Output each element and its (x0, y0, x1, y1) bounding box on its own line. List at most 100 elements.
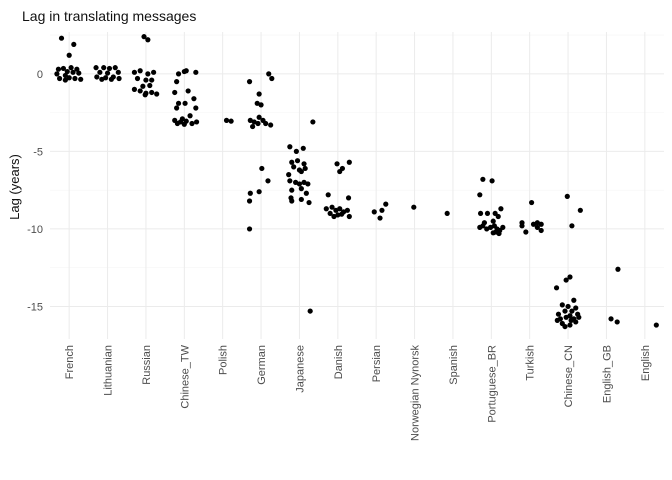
data-point (327, 210, 333, 217)
data-point (71, 41, 77, 48)
data-point (268, 122, 274, 128)
data-point (286, 172, 292, 178)
data-point (305, 181, 311, 187)
data-point (329, 204, 335, 210)
data-point (137, 68, 143, 74)
data-point (58, 35, 65, 41)
data-point (346, 159, 352, 165)
data-point (193, 119, 200, 125)
data-point (571, 297, 577, 303)
data-point (484, 210, 491, 217)
data-point (287, 178, 293, 184)
x-tick-label: Danish (333, 345, 345, 379)
data-point (265, 178, 271, 184)
data-point (134, 75, 141, 82)
x-tick-label: Japanese (294, 345, 306, 393)
data-point (246, 198, 253, 204)
data-point (175, 71, 182, 77)
data-point (495, 213, 501, 220)
data-point (554, 317, 560, 323)
data-point (334, 161, 340, 167)
data-point (490, 230, 496, 236)
data-point (193, 69, 199, 75)
data-point (325, 192, 331, 198)
data-point (94, 74, 100, 80)
data-point (490, 218, 496, 224)
data-point (66, 75, 72, 81)
data-point (298, 196, 304, 203)
data-point (411, 204, 417, 210)
data-point (568, 317, 574, 323)
data-point (344, 207, 351, 213)
data-point (529, 199, 535, 206)
data-point (115, 69, 121, 75)
x-tick-label: English (640, 345, 652, 381)
data-point (266, 71, 272, 77)
data-point (174, 105, 180, 111)
data-point (289, 187, 295, 193)
data-point (498, 206, 504, 212)
data-point (615, 266, 621, 272)
data-point (181, 121, 187, 127)
data-point (181, 68, 187, 75)
data-point (293, 148, 299, 154)
data-point (577, 207, 583, 213)
data-point (337, 206, 343, 212)
data-point (538, 227, 544, 234)
data-point (287, 144, 293, 150)
data-point (93, 65, 99, 71)
data-point (371, 209, 377, 215)
data-point (99, 76, 105, 82)
data-point (300, 145, 306, 151)
x-tick-label: Lithuanian (103, 345, 115, 396)
data-point (55, 66, 62, 72)
data-point (559, 302, 565, 308)
data-point (379, 207, 385, 213)
data-point (573, 305, 579, 311)
data-point (553, 285, 560, 291)
data-point (489, 178, 495, 184)
data-point (306, 199, 312, 206)
data-point (258, 102, 264, 108)
data-point (444, 210, 450, 217)
data-point (145, 71, 151, 77)
data-point (377, 215, 383, 221)
data-point (259, 165, 265, 172)
data-point (523, 229, 529, 235)
data-point (97, 69, 103, 75)
data-point (339, 211, 345, 217)
data-point (562, 323, 568, 330)
data-point (500, 224, 506, 230)
data-point (131, 86, 138, 92)
data-point (56, 75, 63, 82)
grid-layer (50, 32, 664, 339)
data-point (191, 96, 197, 102)
data-point (310, 119, 316, 125)
data-point (573, 319, 579, 325)
data-point (263, 120, 269, 127)
y-tick-labels: 0 -5 -10 -15 (27, 69, 43, 314)
data-point (154, 91, 160, 97)
data-point (576, 314, 582, 320)
data-point (143, 77, 149, 83)
data-point (331, 213, 337, 220)
data-point (174, 120, 181, 127)
data-point (108, 76, 114, 82)
x-tick-labels: French Lithuanian Russian Chinese_TW Polish G… (64, 344, 652, 441)
data-point (614, 319, 620, 325)
data-point (250, 123, 256, 130)
x-tick-label: Spanish (448, 345, 460, 385)
data-point (383, 201, 389, 207)
data-point (480, 223, 486, 229)
data-point (72, 75, 78, 82)
data-point (182, 100, 188, 106)
data-point (563, 314, 569, 320)
data-point (68, 65, 74, 71)
data-point (480, 176, 486, 182)
data-point (298, 186, 304, 192)
data-point (149, 89, 155, 96)
data-point (291, 164, 297, 170)
data-point (337, 168, 343, 175)
